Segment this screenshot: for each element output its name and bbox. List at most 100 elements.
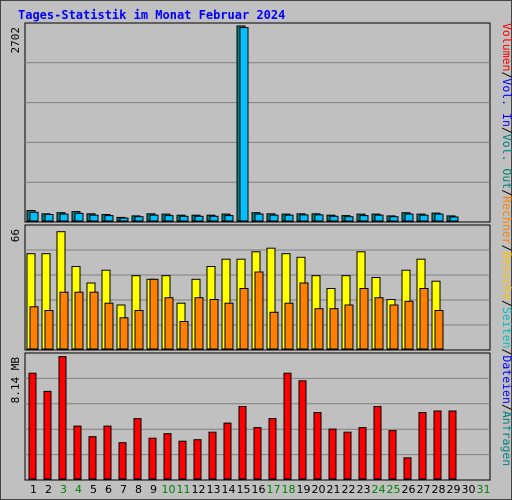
- right-legend: Volumen/Vol. In/Vol. Out/Rechner/Besuche…: [500, 23, 512, 466]
- bar-dateien-day-17: [269, 214, 279, 222]
- bar-volumen-day-19: [298, 380, 307, 480]
- bar-volumen-day-28: [433, 410, 442, 480]
- x-tick-label-4: 4: [75, 483, 82, 496]
- bar-volumen-day-16: [253, 427, 262, 480]
- bar-dateien-day-26: [404, 213, 414, 222]
- x-tick-label-15: 15: [237, 483, 251, 496]
- y-axis-max-label: 8.14 MB: [9, 357, 22, 404]
- bar-dateien-day-3: [59, 213, 69, 222]
- legend-item-rechner: Rechner: [500, 196, 512, 245]
- bar-volumen-day-7: [118, 442, 127, 480]
- bar-besuche-day-7: [119, 317, 129, 350]
- bar-dateien-day-16: [254, 213, 264, 222]
- bar-dateien-day-14: [224, 215, 234, 222]
- bar-volumen-day-4: [73, 425, 82, 480]
- bar-besuche-day-8: [134, 310, 144, 350]
- bar-besuche-day-13: [209, 299, 219, 350]
- bar-dateien-day-10: [164, 215, 174, 222]
- bar-volumen-day-11: [178, 440, 187, 480]
- bar-besuche-day-6: [104, 302, 114, 350]
- bar-volumen-day-23: [358, 427, 367, 480]
- bar-volumen-day-8: [133, 418, 142, 480]
- bar-volumen-day-3: [58, 356, 67, 480]
- legend-item-dateien: Dateien: [500, 355, 512, 403]
- bar-besuche-day-24: [374, 297, 384, 350]
- bar-volumen-day-13: [208, 431, 217, 480]
- x-axis-labels: 1 2 3 4 5 6 7 8 9 10 11 12 13 14 15 16 17 18 19 20 21 22 23 24 2…: [30, 483, 491, 496]
- x-tick-label-2: 2: [45, 483, 52, 496]
- bar-dateien-day-25: [389, 216, 399, 222]
- bar-dateien-day-12: [194, 215, 204, 222]
- legend-separator: /: [500, 127, 512, 134]
- bar-volumen-day-20: [313, 412, 322, 480]
- bar-dateien-day-18: [284, 214, 294, 222]
- bar-volumen-day-2: [43, 390, 52, 480]
- panel-requests-area: [24, 22, 491, 223]
- bar-besuche-day-17: [269, 311, 279, 350]
- bar-dateien-day-24: [374, 214, 384, 222]
- x-tick-label-14: 14: [222, 483, 236, 496]
- bar-dateien-day-22: [344, 216, 354, 222]
- bar-besuche-day-18: [284, 302, 294, 350]
- bar-volumen-day-21: [328, 428, 337, 480]
- legend-separator: /: [500, 349, 512, 356]
- legend-item-vol-out: Vol. Out: [500, 134, 512, 189]
- x-tick-label-24: 24: [372, 483, 386, 496]
- bar-besuche-day-2: [44, 310, 54, 350]
- x-tick-label-25: 25: [387, 483, 401, 496]
- x-tick-label-27: 27: [417, 483, 431, 496]
- legend-separator: /: [500, 300, 512, 307]
- bar-volumen-day-29: [448, 410, 457, 480]
- bar-dateien-day-28: [434, 213, 444, 222]
- x-tick-label-23: 23: [357, 483, 371, 496]
- bar-dateien-day-4: [74, 212, 84, 222]
- bar-besuche-day-22: [344, 304, 354, 350]
- bar-volumen-day-26: [403, 457, 412, 480]
- legend-item-vol-in: Vol. In: [500, 78, 512, 126]
- x-tick-label-6: 6: [105, 483, 112, 496]
- bar-dateien-day-2: [44, 214, 54, 222]
- bar-volumen-day-12: [193, 439, 202, 480]
- chart-title: Tages-Statistik im Monat Februar 2024: [18, 8, 286, 22]
- bar-volumen-day-25: [388, 430, 397, 480]
- panel-requests: 2702: [9, 22, 491, 223]
- bar-dateien-day-5: [89, 214, 99, 222]
- x-tick-label-22: 22: [342, 483, 356, 496]
- bar-dateien-day-21: [329, 215, 339, 222]
- bar-volumen-day-24: [373, 406, 382, 480]
- bar-volumen-day-1: [28, 372, 37, 480]
- legend-item-anfragen: Anfragen: [500, 411, 512, 466]
- bar-volumen-day-10: [163, 433, 172, 480]
- bar-besuche-day-3: [59, 291, 69, 350]
- bar-besuche-day-11: [179, 321, 189, 350]
- bar-dateien-day-23: [359, 215, 369, 222]
- legend-separator: /: [500, 71, 512, 78]
- legend-item-seiten: Seiten: [500, 307, 512, 349]
- x-tick-label-29: 29: [447, 483, 461, 496]
- x-tick-label-11: 11: [177, 483, 191, 496]
- bar-volumen-day-5: [88, 436, 97, 480]
- bar-volumen-day-27: [418, 412, 427, 480]
- bar-dateien-day-7: [119, 217, 129, 222]
- panel-visits: 66: [9, 224, 491, 351]
- x-tick-label-28: 28: [432, 483, 446, 496]
- bar-besuche-day-25: [389, 304, 399, 350]
- bar-dateien-day-19: [299, 214, 309, 222]
- legend-separator: /: [500, 404, 512, 411]
- bar-besuche-day-23: [359, 288, 369, 350]
- bar-dateien-day-1: [29, 211, 39, 222]
- bar-dateien-day-29: [449, 216, 459, 222]
- legend-item-volumen: Volumen: [500, 23, 512, 71]
- bar-volumen-day-6: [103, 425, 112, 480]
- bar-volumen-day-14: [223, 422, 232, 480]
- bar-dateien-day-13: [209, 215, 219, 222]
- panel-volume: 8.14 MB: [9, 352, 491, 481]
- bar-volumen-day-15: [238, 406, 247, 480]
- legend-separator: /: [500, 189, 512, 196]
- x-tick-label-20: 20: [312, 483, 326, 496]
- y-axis-max-label: 66: [9, 229, 22, 242]
- bar-dateien-day-11: [179, 215, 189, 222]
- x-tick-label-18: 18: [282, 483, 296, 496]
